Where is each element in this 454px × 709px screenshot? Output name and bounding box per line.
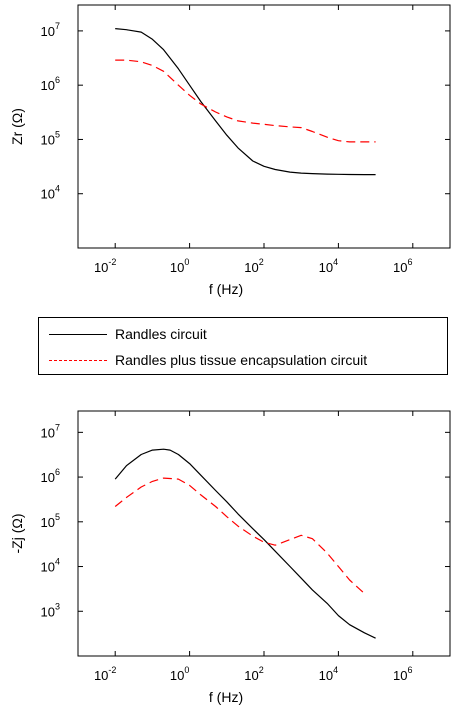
legend-item-tissue: Randles plus tissue encapsulation circui… [39, 350, 447, 372]
y-tick-label: 104 [41, 557, 60, 575]
y-axis-label: -Zj (Ω) [9, 513, 25, 553]
legend-swatch-randles [49, 334, 107, 335]
legend-label-tissue: Randles plus tissue encapsulation circui… [115, 352, 368, 368]
x-tick-label: 102 [244, 665, 263, 683]
series-line-randles [114, 448, 376, 639]
series-line-tissue [114, 477, 365, 594]
x-axis-label: f (Hz) [209, 281, 243, 297]
x-tick-label: 102 [244, 257, 263, 275]
x-tick-label: 106 [393, 665, 412, 683]
legend: Randles circuit Randles plus tissue enca… [38, 317, 448, 375]
y-axis-label: Zr (Ω) [9, 108, 25, 145]
series-line-tissue [115, 59, 376, 143]
x-tick-label: 100 [170, 257, 189, 275]
x-axis-label: f (Hz) [209, 689, 243, 705]
y-tick-label: 105 [41, 129, 60, 147]
y-tick-label: 107 [41, 21, 60, 39]
x-tick-label: 100 [170, 665, 189, 683]
x-tick-label: 106 [393, 257, 412, 275]
x-tick-label: 10-2 [94, 665, 116, 683]
zj-chart: 10-2 100 102 104 106 103 104 105 106 107 f (Hz) -Zj… [9, 410, 451, 705]
series-line-randles [115, 28, 376, 176]
legend-swatch-tissue [49, 360, 107, 361]
legend-label-randles: Randles circuit [115, 326, 207, 342]
y-tick-label: 105 [41, 512, 60, 530]
zr-chart: 10-2 100 102 104 106 104 105 106 107 f (Hz) Zr (Ω) [9, 4, 451, 297]
y-tick-label: 106 [41, 75, 60, 93]
x-tick-label: 104 [319, 257, 338, 275]
x-tick-label: 104 [319, 665, 338, 683]
plot-area-frame [77, 410, 451, 657]
y-tick-label: 106 [41, 467, 60, 485]
y-tick-label: 103 [41, 601, 60, 619]
x-tick-label: 10-2 [94, 257, 116, 275]
legend-item-randles: Randles circuit [39, 324, 447, 346]
plot-area-frame [77, 4, 451, 249]
y-tick-label: 107 [41, 422, 60, 440]
y-tick-label: 104 [41, 184, 60, 202]
